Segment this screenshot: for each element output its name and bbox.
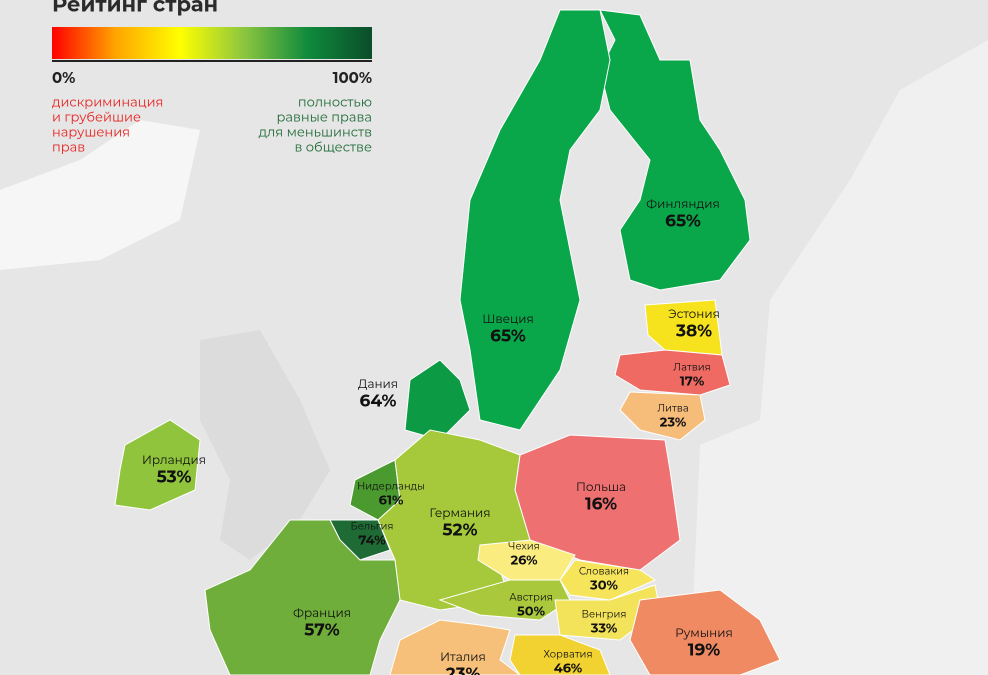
legend-title: Рейтинг стран xyxy=(52,0,218,18)
country-name: Эстония xyxy=(668,307,720,322)
legend-max-text: равные права xyxy=(277,109,372,125)
country-name: Австрия xyxy=(509,591,553,604)
country-name: Румыния xyxy=(675,626,733,641)
legend-min: 0% xyxy=(52,68,75,87)
country-shape xyxy=(204,519,401,675)
country-name: Швеция xyxy=(482,312,534,327)
country-rating: 19% xyxy=(688,641,720,661)
country-shape xyxy=(629,589,781,675)
legend-min-text: прав xyxy=(52,139,85,155)
country-name: Польша xyxy=(576,480,626,495)
country-name: Бельгия xyxy=(351,520,394,533)
country-rating: 17% xyxy=(680,374,705,390)
country-name: Чехия xyxy=(508,540,539,553)
legend-min-text: и грубейшие xyxy=(52,109,141,125)
country-rating: 57% xyxy=(304,621,340,641)
legend-max-text: полностью xyxy=(298,94,372,110)
country-name: Германия xyxy=(429,506,490,521)
country-rating: 23% xyxy=(446,665,481,675)
country-name: Литва xyxy=(657,402,688,415)
country-name: Дания xyxy=(358,377,398,392)
country-rating: 46% xyxy=(554,661,583,675)
country-rating: 50% xyxy=(517,604,546,620)
legend-max-text: для меньшинств xyxy=(259,124,372,140)
country-shape xyxy=(509,634,611,675)
legend-min-text: дискриминация xyxy=(52,94,163,110)
country-name: Словакия xyxy=(579,565,629,578)
country-rating: 38% xyxy=(675,322,712,342)
country-shape xyxy=(114,419,201,511)
sea-area xyxy=(0,120,200,270)
country-rating: 65% xyxy=(490,327,526,347)
country-rating: 30% xyxy=(589,578,619,594)
country-shape xyxy=(599,9,751,291)
country-rating: 64% xyxy=(360,392,397,412)
country-name: Франция xyxy=(293,606,351,621)
country-shape xyxy=(459,9,611,431)
country-rating: 33% xyxy=(590,621,618,637)
country-shape xyxy=(389,619,521,675)
country-name: Нидерланды xyxy=(357,480,425,493)
legend-max: 100% xyxy=(333,68,372,87)
land-uk xyxy=(200,330,330,560)
legend-max-text: в обществе xyxy=(294,139,372,155)
country-rating: 65% xyxy=(665,212,701,232)
country-name: Латвия xyxy=(673,361,710,374)
country-rating: 61% xyxy=(379,493,404,509)
country-name: Хорватия xyxy=(544,648,593,661)
country-name: Италия xyxy=(440,650,486,665)
country-rating: 53% xyxy=(157,468,192,488)
country-rating: 16% xyxy=(585,495,617,515)
country-name: Венгрия xyxy=(582,608,627,621)
country-name: Ирландия xyxy=(142,453,206,468)
legend-gradient xyxy=(52,27,372,59)
country-rating: 26% xyxy=(510,553,538,569)
country-shape xyxy=(404,359,471,441)
country-rating: 52% xyxy=(442,521,477,541)
country-shape xyxy=(619,391,706,441)
legend-min-text: нарушения xyxy=(52,124,130,140)
country-rating: 74% xyxy=(358,533,386,549)
country-rating: 23% xyxy=(660,415,687,431)
country-shape xyxy=(614,349,731,396)
country-name: Финляндия xyxy=(646,197,720,212)
